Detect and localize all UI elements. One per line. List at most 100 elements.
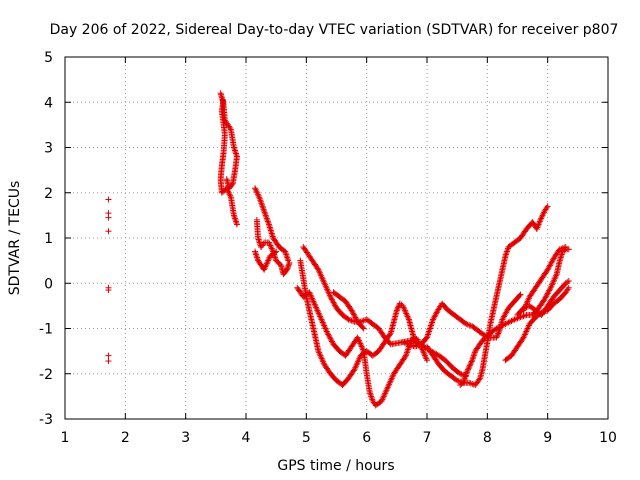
data-point bbox=[105, 214, 112, 221]
data-point bbox=[466, 362, 473, 369]
data-point bbox=[232, 150, 239, 157]
x-tick-label: 4 bbox=[242, 430, 251, 446]
data-point bbox=[344, 315, 351, 322]
x-tick-label: 7 bbox=[423, 430, 432, 446]
data-point bbox=[394, 306, 401, 313]
data-point bbox=[455, 369, 462, 376]
data-point bbox=[273, 248, 280, 255]
y-tick-label: 3 bbox=[44, 141, 53, 157]
data-point bbox=[283, 253, 290, 260]
y-tick-label: -2 bbox=[39, 367, 53, 383]
x-tick-label: 3 bbox=[181, 430, 190, 446]
x-tick-label: 1 bbox=[61, 430, 70, 446]
data-point bbox=[503, 248, 510, 255]
data-point bbox=[480, 331, 487, 338]
data-point bbox=[452, 376, 459, 383]
data-point bbox=[359, 324, 366, 331]
data-point bbox=[463, 370, 470, 377]
data-point bbox=[231, 213, 238, 220]
data-point bbox=[232, 218, 239, 225]
data-point bbox=[516, 292, 523, 299]
data-point bbox=[284, 254, 291, 261]
data-point bbox=[502, 253, 509, 260]
data-point bbox=[231, 147, 238, 154]
y-tick-label: 2 bbox=[44, 186, 53, 202]
data-point bbox=[404, 348, 411, 355]
data-point bbox=[494, 331, 501, 338]
data-point bbox=[465, 365, 472, 372]
data-point bbox=[557, 256, 564, 263]
data-point bbox=[424, 357, 430, 364]
y-tick-label: -3 bbox=[39, 412, 53, 428]
data-point bbox=[562, 244, 569, 251]
y-axis-label: SDTVAR / TECUs bbox=[7, 181, 23, 296]
data-point bbox=[517, 291, 524, 298]
y-tick-label: 5 bbox=[44, 50, 53, 66]
data-point bbox=[544, 203, 551, 210]
data-point bbox=[253, 251, 260, 258]
y-tick-labels: -3 -2 -1 0 1 2 3 4 5 bbox=[39, 50, 53, 428]
x-tick-label: 8 bbox=[483, 430, 492, 446]
x-tick-label: 9 bbox=[543, 430, 552, 446]
chart-title: Day 206 of 2022, Sidereal Day-to-day VTE… bbox=[50, 22, 619, 38]
data-point bbox=[413, 336, 420, 343]
y-tick-label: -1 bbox=[39, 322, 53, 338]
data-point bbox=[493, 334, 500, 341]
y-tick-label: 1 bbox=[44, 231, 53, 247]
data-point bbox=[105, 287, 112, 294]
data-point bbox=[546, 286, 553, 293]
data-point bbox=[565, 284, 572, 291]
data-point bbox=[565, 246, 572, 253]
data-point bbox=[427, 325, 434, 332]
data-point bbox=[565, 277, 572, 284]
x-tick-label: 5 bbox=[302, 430, 311, 446]
data-point bbox=[255, 236, 262, 243]
data-point bbox=[223, 176, 230, 183]
data-point bbox=[556, 257, 563, 264]
data-point bbox=[468, 358, 475, 365]
data-point bbox=[105, 196, 112, 203]
data-point bbox=[557, 254, 564, 261]
data-marks bbox=[105, 90, 572, 409]
data-point bbox=[231, 215, 238, 222]
data-point bbox=[253, 253, 260, 260]
data-point bbox=[470, 352, 477, 359]
data-point bbox=[462, 320, 469, 327]
x-tick-labels: 1 2 3 4 5 6 7 8 9 10 bbox=[61, 430, 617, 446]
data-point bbox=[271, 249, 278, 256]
data-point bbox=[105, 228, 112, 235]
data-point bbox=[232, 216, 239, 223]
grid bbox=[65, 57, 608, 419]
data-point bbox=[386, 340, 393, 347]
x-tick-label: 6 bbox=[362, 430, 371, 446]
data-point bbox=[105, 352, 112, 359]
data-point bbox=[367, 390, 374, 397]
data-point bbox=[286, 259, 293, 266]
x-tick-label: 2 bbox=[121, 430, 130, 446]
data-point bbox=[252, 248, 259, 255]
data-point bbox=[428, 320, 435, 327]
ticks bbox=[64, 56, 609, 420]
data-point bbox=[425, 330, 432, 337]
x-axis-label: GPS time / hours bbox=[277, 458, 394, 474]
data-point bbox=[476, 376, 483, 383]
x-tick-label: 10 bbox=[599, 430, 617, 446]
data-point bbox=[428, 322, 435, 329]
data-point bbox=[395, 304, 402, 311]
data-point bbox=[466, 363, 473, 370]
data-point bbox=[233, 219, 240, 226]
data-point bbox=[231, 146, 238, 153]
data-point bbox=[502, 251, 509, 258]
data-point bbox=[232, 149, 239, 156]
data-point bbox=[368, 393, 375, 400]
data-point bbox=[495, 330, 502, 337]
data-point bbox=[427, 323, 434, 330]
data-point bbox=[463, 369, 470, 376]
data-point bbox=[414, 336, 421, 343]
plot-frame bbox=[64, 56, 609, 420]
data-point bbox=[252, 250, 259, 257]
data-point bbox=[493, 333, 500, 340]
data-point bbox=[426, 327, 433, 334]
y-tick-label: 0 bbox=[44, 276, 53, 292]
